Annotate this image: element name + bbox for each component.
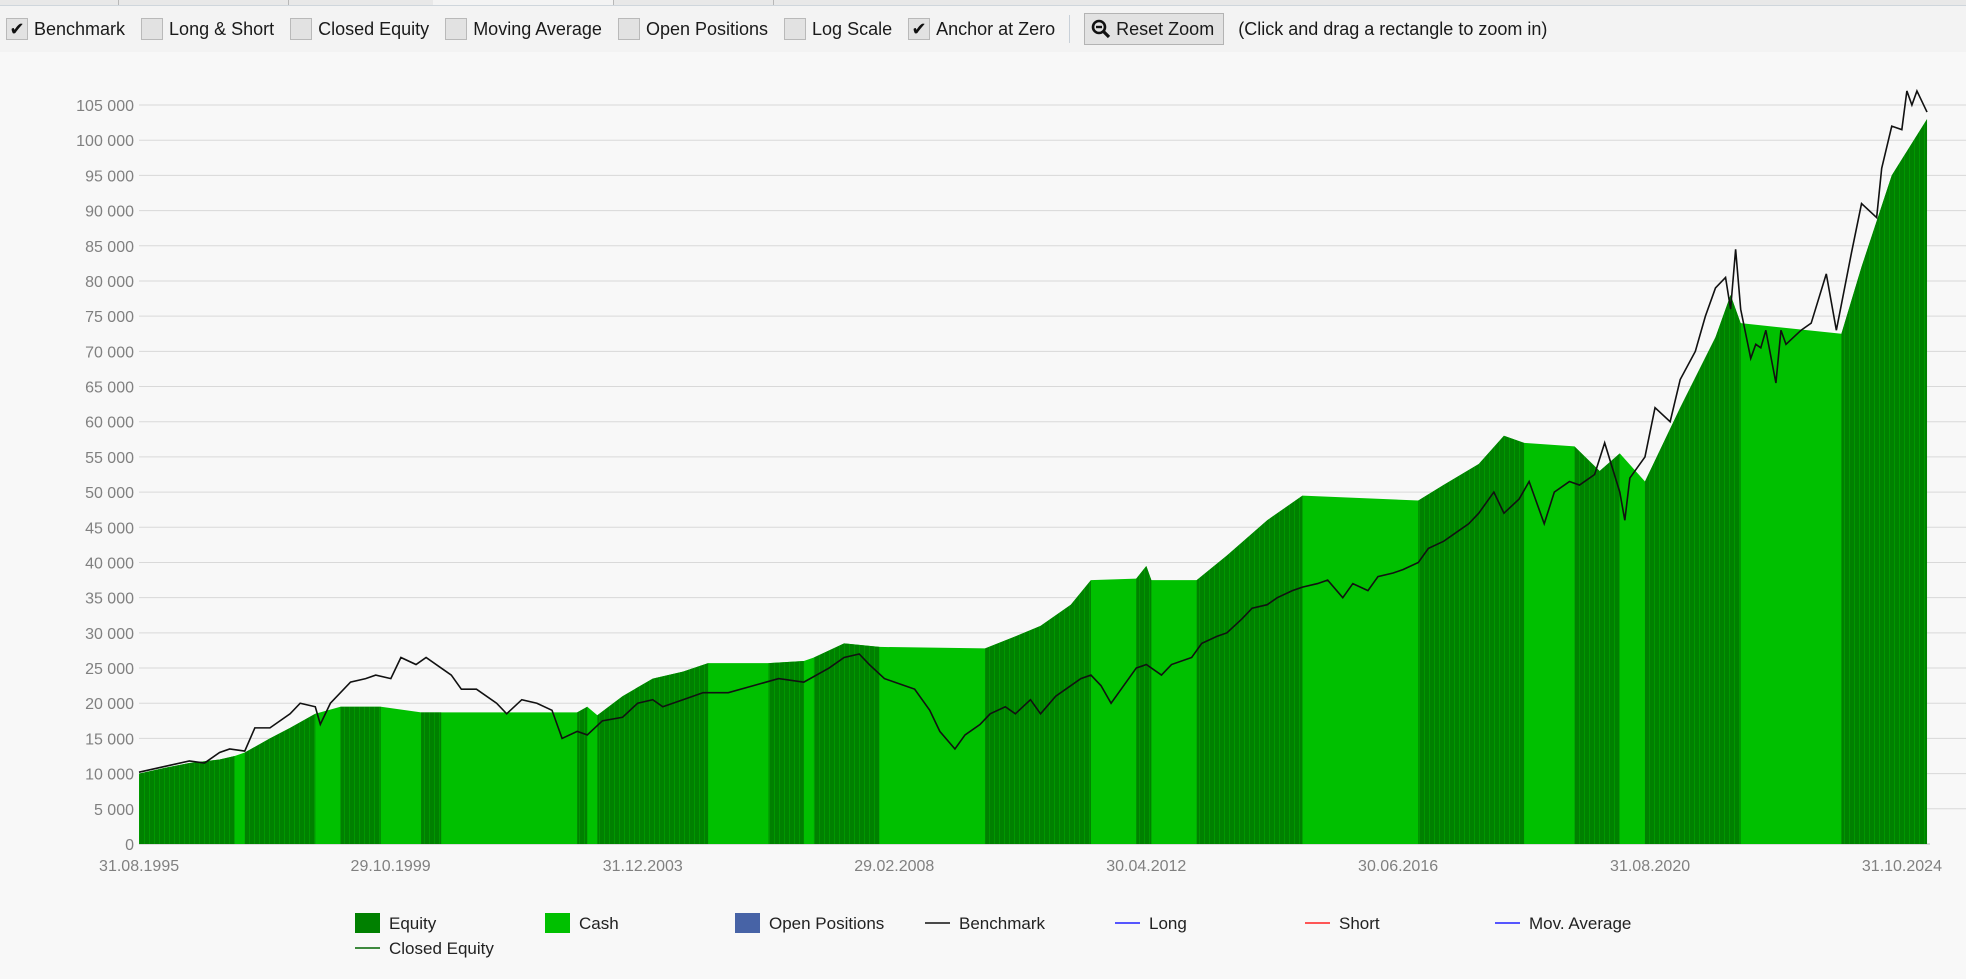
checkbox-label: Anchor at Zero xyxy=(936,18,1056,39)
y-tick-label: 45 000 xyxy=(85,520,134,537)
y-tick-label: 65 000 xyxy=(85,380,134,397)
checkmark-icon[interactable]: ✔ xyxy=(6,18,28,40)
checkbox-label: Open Positions xyxy=(645,18,769,39)
equity-area xyxy=(768,661,804,844)
x-tick-label: 31.08.2020 xyxy=(1610,858,1690,875)
legend-label: Mov. Average xyxy=(1529,914,1631,933)
legend-swatch xyxy=(735,913,760,933)
y-tick-label: 70 000 xyxy=(85,344,134,361)
y-tick-label: 20 000 xyxy=(85,696,134,713)
y-tick-label: 50 000 xyxy=(85,485,134,502)
equity-area xyxy=(139,756,235,844)
y-tick-label: 35 000 xyxy=(85,591,134,608)
equity-area xyxy=(577,706,588,844)
checkbox-closed-equity[interactable]: Closed Equity xyxy=(290,18,429,40)
checkbox-box[interactable] xyxy=(617,18,640,40)
tab[interactable] xyxy=(0,0,119,5)
y-tick-label: 55 000 xyxy=(85,450,134,467)
y-tick-label: 25 000 xyxy=(85,661,134,678)
checkbox-long-short[interactable]: Long & Short xyxy=(141,18,274,40)
legend-swatch xyxy=(355,913,380,933)
equity-area xyxy=(985,580,1091,844)
checkmark-icon[interactable]: ✔ xyxy=(908,18,931,40)
x-tick-label: 29.02.2008 xyxy=(854,858,934,875)
x-tick-label: 30.04.2012 xyxy=(1106,858,1186,875)
checkbox-box[interactable] xyxy=(445,18,468,40)
reset-zoom-label: Reset Zoom xyxy=(1116,18,1215,39)
equity-area xyxy=(1644,295,1741,844)
y-tick-label: 0 xyxy=(125,837,134,854)
checkbox-anchor-at-zero[interactable]: ✔ Anchor at Zero xyxy=(908,18,1055,40)
legend-label: Cash xyxy=(579,914,619,933)
legend-label: Benchmark xyxy=(959,914,1045,933)
legend-swatch xyxy=(545,913,570,933)
equity-area xyxy=(244,713,316,844)
y-tick-label: 10 000 xyxy=(85,767,134,784)
y-tick-label: 105 000 xyxy=(76,98,134,115)
chart-toolbar: ✔ Benchmark Long & Short Closed Equity Mo… xyxy=(0,6,1966,52)
x-tick-label: 30.06.2016 xyxy=(1358,858,1438,875)
equity-area xyxy=(340,706,381,844)
zoom-hint: (Click and drag a rectangle to zoom in) xyxy=(1238,18,1548,39)
y-tick-label: 95 000 xyxy=(85,168,134,185)
checkbox-label: Log Scale xyxy=(812,18,893,39)
tab-strip xyxy=(0,0,1966,6)
checkbox-box[interactable] xyxy=(141,18,164,40)
y-tick-label: 30 000 xyxy=(85,626,134,643)
x-tick-label: 31.08.1995 xyxy=(99,858,179,875)
legend-label: Closed Equity xyxy=(389,939,494,958)
y-tick-label: 80 000 xyxy=(85,274,134,291)
reset-zoom-button[interactable]: Reset Zoom xyxy=(1084,13,1225,45)
x-tick-label: 29.10.1999 xyxy=(351,858,431,875)
y-tick-label: 85 000 xyxy=(85,239,134,256)
toolbar-separator xyxy=(1069,15,1071,43)
legend-item-cash: Cash xyxy=(545,913,619,933)
equity-area xyxy=(597,663,709,844)
checkbox-label: Long & Short xyxy=(169,18,275,39)
tab[interactable] xyxy=(613,0,774,5)
checkbox-label: Benchmark xyxy=(34,18,126,39)
legend-label: Open Positions xyxy=(769,914,884,933)
tab[interactable] xyxy=(118,0,289,5)
equity-area xyxy=(421,712,442,844)
equity-area xyxy=(1841,119,1928,845)
y-tick-label: 75 000 xyxy=(85,309,134,326)
y-tick-label: 40 000 xyxy=(85,555,134,572)
legend-item-equity: Equity xyxy=(355,913,437,933)
tab-active[interactable] xyxy=(433,0,614,5)
y-tick-label: 90 000 xyxy=(85,204,134,221)
x-tick-label: 31.10.2024 xyxy=(1862,858,1942,875)
equity-area xyxy=(1196,495,1303,844)
y-tick-label: 15 000 xyxy=(85,731,134,748)
checkbox-label: Closed Equity xyxy=(318,18,430,39)
legend-item-benchmark: Benchmark xyxy=(925,914,1045,933)
equity-area xyxy=(813,643,880,844)
equity-area xyxy=(1418,435,1525,844)
y-tick-label: 60 000 xyxy=(85,415,134,432)
x-tick-label: 31.12.2003 xyxy=(603,858,683,875)
y-tick-label: 5 000 xyxy=(94,802,134,819)
checkbox-benchmark[interactable]: ✔ Benchmark xyxy=(6,18,125,40)
legend-item-short: Short xyxy=(1305,914,1380,933)
checkbox-box[interactable] xyxy=(290,18,313,40)
checkbox-log-scale[interactable]: Log Scale xyxy=(784,18,892,40)
checkbox-moving-average[interactable]: Moving Average xyxy=(445,18,602,40)
legend-label: Long xyxy=(1149,914,1187,933)
y-tick-label: 100 000 xyxy=(76,133,134,150)
legend-label: Equity xyxy=(389,914,437,933)
checkbox-box[interactable] xyxy=(784,18,807,40)
checkbox-open-positions[interactable]: Open Positions xyxy=(617,18,769,40)
legend-item-closed-equity: Closed Equity xyxy=(355,939,494,958)
zoom-out-icon xyxy=(1091,19,1111,39)
legend-item-open-positions: Open Positions xyxy=(735,913,884,933)
checkbox-label: Moving Average xyxy=(473,18,602,39)
legend-item-long: Long xyxy=(1115,914,1187,933)
equity-area xyxy=(1136,565,1152,844)
legend-label: Short xyxy=(1339,914,1380,933)
benchmark-line xyxy=(138,88,1928,773)
legend-item-mov-average: Mov. Average xyxy=(1495,914,1631,933)
equity-area xyxy=(1574,446,1620,844)
